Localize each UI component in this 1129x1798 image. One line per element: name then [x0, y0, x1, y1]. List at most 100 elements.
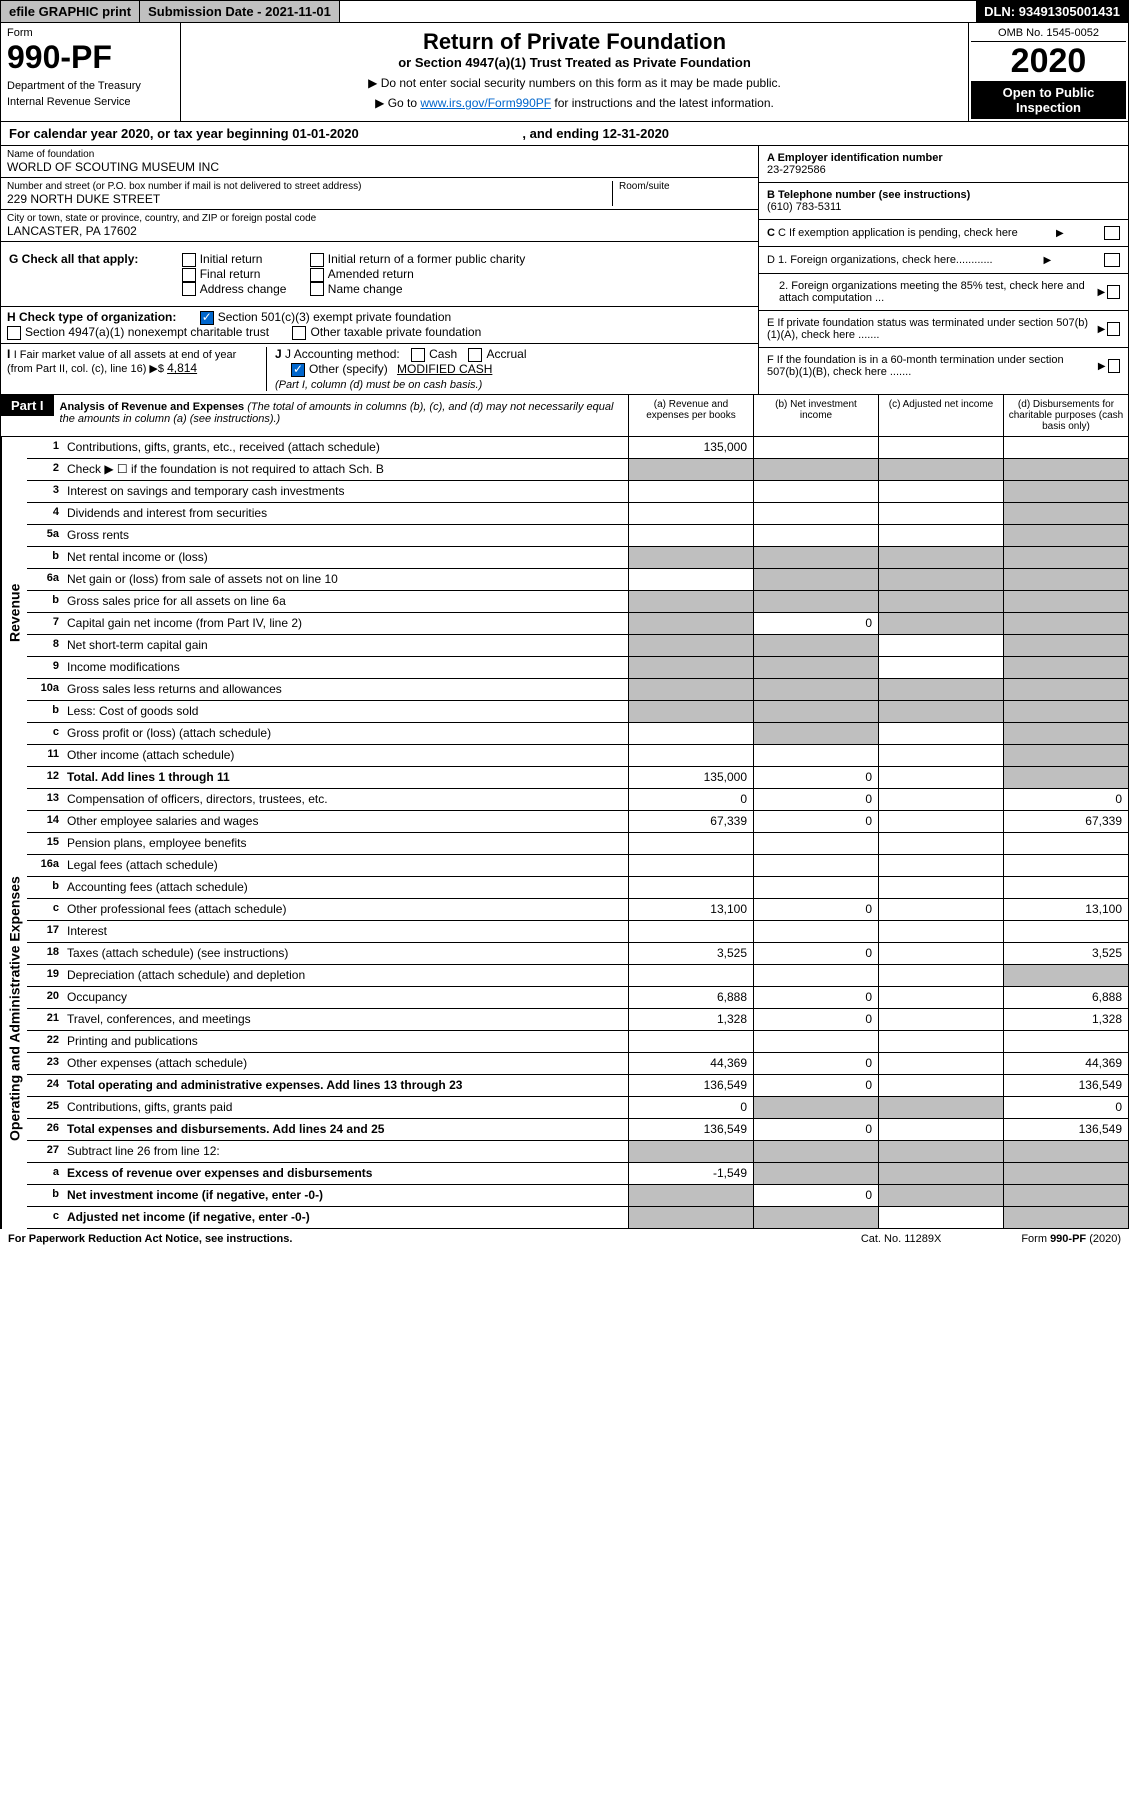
col-d: [1003, 591, 1128, 612]
col-b: [753, 1097, 878, 1118]
irs-link[interactable]: www.irs.gov/Form990PF: [420, 96, 551, 110]
info-right: A Employer identification number23-27925…: [758, 146, 1128, 394]
checkbox-initial-return[interactable]: [182, 253, 196, 267]
col-b: 0: [753, 987, 878, 1008]
h-check-row: H Check type of organization: Section 50…: [1, 307, 758, 344]
col-b: [753, 833, 878, 854]
row-text: Other professional fees (attach schedule…: [63, 899, 628, 920]
col-d: [1003, 877, 1128, 898]
col-d: 6,888: [1003, 987, 1128, 1008]
row-text: Contributions, gifts, grants paid: [63, 1097, 628, 1118]
row-num: 1: [27, 437, 63, 458]
col-a: [628, 525, 753, 546]
col-d: [1003, 547, 1128, 568]
checkbox-c[interactable]: [1104, 226, 1120, 240]
revenue-rows: 1Contributions, gifts, grants, etc., rec…: [27, 437, 1128, 789]
open-inspection: Open to Public Inspection: [971, 81, 1126, 119]
checkbox-cash[interactable]: [411, 348, 425, 362]
col-d: [1003, 767, 1128, 788]
col-c: [878, 1031, 1003, 1052]
table-row: cOther professional fees (attach schedul…: [27, 899, 1128, 921]
checkbox-501c3[interactable]: [200, 311, 214, 325]
row-text: Other expenses (attach schedule): [63, 1053, 628, 1074]
irs-label: Internal Revenue Service: [7, 96, 174, 108]
col-a: [628, 1141, 753, 1162]
col-a: [628, 635, 753, 656]
col-a-head: (a) Revenue and expenses per books: [628, 395, 753, 436]
table-row: 3Interest on savings and temporary cash …: [27, 481, 1128, 503]
row-text: Net investment income (if negative, ente…: [63, 1185, 628, 1206]
checkbox-initial-public[interactable]: [310, 253, 324, 267]
col-c: [878, 1163, 1003, 1184]
table-row: bAccounting fees (attach schedule): [27, 877, 1128, 899]
col-c: [878, 965, 1003, 986]
col-b: [753, 1141, 878, 1162]
checkbox-d2[interactable]: [1107, 285, 1120, 299]
submission-date: Submission Date - 2021-11-01: [140, 1, 340, 22]
col-c: [878, 833, 1003, 854]
col-a: 0: [628, 1097, 753, 1118]
checkbox-other-taxable[interactable]: [292, 326, 306, 340]
col-c: [878, 987, 1003, 1008]
checkbox-name-change[interactable]: [310, 282, 324, 296]
checkbox-accrual[interactable]: [468, 348, 482, 362]
col-b: [753, 635, 878, 656]
table-row: 1Contributions, gifts, grants, etc., rec…: [27, 437, 1128, 459]
checkbox-final-return[interactable]: [182, 268, 196, 282]
checkbox-e[interactable]: [1107, 322, 1120, 336]
row-text: Total expenses and disbursements. Add li…: [63, 1119, 628, 1140]
col-c: [878, 767, 1003, 788]
table-row: 23Other expenses (attach schedule)44,369…: [27, 1053, 1128, 1075]
row-text: Accounting fees (attach schedule): [63, 877, 628, 898]
row-text: Gross sales price for all assets on line…: [63, 591, 628, 612]
checkbox-address-change[interactable]: [182, 282, 196, 296]
col-c: [878, 503, 1003, 524]
table-row: 13Compensation of officers, directors, t…: [27, 789, 1128, 811]
j-accounting: J J Accounting method: Cash Accrual Othe…: [267, 347, 752, 391]
col-d: 1,328: [1003, 1009, 1128, 1030]
row-num: a: [27, 1163, 63, 1184]
checkbox-d1[interactable]: [1104, 253, 1120, 267]
row-num: c: [27, 899, 63, 920]
checkbox-4947[interactable]: [7, 326, 21, 340]
c-exemption: C C If exemption application is pending,…: [759, 220, 1128, 247]
col-a: [628, 613, 753, 634]
table-row: 25Contributions, gifts, grants paid00: [27, 1097, 1128, 1119]
row-num: 27: [27, 1141, 63, 1162]
col-b: 0: [753, 899, 878, 920]
form-subtitle: or Section 4947(a)(1) Trust Treated as P…: [187, 55, 962, 70]
col-c: [878, 1009, 1003, 1030]
row-text: Less: Cost of goods sold: [63, 701, 628, 722]
form-label: Form: [7, 27, 174, 39]
col-a: 3,525: [628, 943, 753, 964]
checkbox-amended[interactable]: [310, 268, 324, 282]
col-a: 135,000: [628, 437, 753, 458]
row-num: c: [27, 723, 63, 744]
col-c: [878, 1141, 1003, 1162]
col-a: 136,549: [628, 1119, 753, 1140]
col-c: [878, 437, 1003, 458]
row-num: b: [27, 701, 63, 722]
revenue-side-label: Revenue: [1, 437, 27, 789]
table-row: 14Other employee salaries and wages67,33…: [27, 811, 1128, 833]
checkbox-f[interactable]: [1108, 359, 1120, 373]
row-num: 14: [27, 811, 63, 832]
col-c: [878, 1097, 1003, 1118]
table-row: bNet rental income or (loss): [27, 547, 1128, 569]
row-num: 23: [27, 1053, 63, 1074]
col-a: [628, 877, 753, 898]
row-num: 12: [27, 767, 63, 788]
row-text: Check ▶ ☐ if the foundation is not requi…: [63, 459, 628, 480]
table-row: 8Net short-term capital gain: [27, 635, 1128, 657]
row-text: Total. Add lines 1 through 11: [63, 767, 628, 788]
col-b: 0: [753, 943, 878, 964]
col-b: [753, 525, 878, 546]
expenses-side-label: Operating and Administrative Expenses: [1, 789, 27, 1229]
g-check-row: G Check all that apply: Initial return F…: [1, 242, 758, 307]
col-c: [878, 569, 1003, 590]
checkbox-other-method[interactable]: [291, 363, 305, 377]
row-num: 8: [27, 635, 63, 656]
row-num: 15: [27, 833, 63, 854]
row-text: Compensation of officers, directors, tru…: [63, 789, 628, 810]
col-a: 67,339: [628, 811, 753, 832]
